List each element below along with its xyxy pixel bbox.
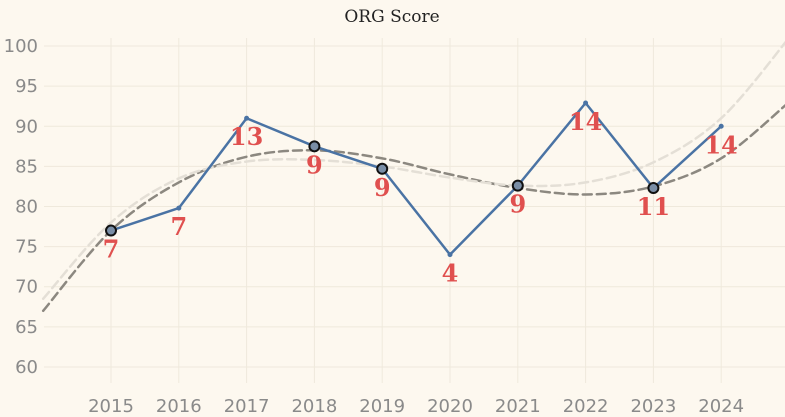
- data-label-2016: 7: [170, 212, 187, 241]
- data-label-2020: 4: [442, 259, 459, 288]
- series-layer: [105, 100, 724, 258]
- series-line-0: [110, 101, 723, 256]
- y-tick-label-60: 60: [15, 357, 38, 378]
- y-tick-label-100: 100: [4, 36, 38, 57]
- x-tick-label-2016: 2016: [156, 396, 202, 417]
- data-label-2022: 14: [569, 107, 602, 136]
- x-tick-label-2021: 2021: [495, 396, 541, 417]
- grid-layer: [44, 38, 785, 383]
- data-label-2015: 7: [103, 235, 120, 264]
- data-label-2017: 13: [230, 122, 263, 151]
- data-label-2019: 9: [374, 173, 391, 202]
- data-point-2020[interactable]: [447, 252, 453, 258]
- data-point-2015[interactable]: [105, 224, 117, 237]
- data-point-2017[interactable]: [244, 115, 250, 121]
- trend-line-trend-light: [41, 40, 785, 301]
- data-point-2016[interactable]: [176, 205, 182, 211]
- y-tick-label-70: 70: [15, 277, 38, 298]
- y-tick-label-75: 75: [15, 237, 38, 258]
- data-label-2021: 9: [509, 190, 526, 219]
- data-point-2018[interactable]: [308, 140, 321, 153]
- y-tick-label-80: 80: [15, 196, 38, 217]
- y-tick-label-85: 85: [15, 156, 38, 177]
- trend-layer: [41, 40, 785, 313]
- data-label-layer: 7 7 13 9 9 4 9 14 11 14: [103, 107, 738, 288]
- data-label-2023: 11: [637, 192, 670, 221]
- x-tick-label-2020: 2020: [427, 396, 473, 417]
- data-point-2022[interactable]: [583, 100, 589, 106]
- x-tick-label-2022: 2022: [563, 396, 609, 417]
- x-tick-label-2017: 2017: [224, 396, 270, 417]
- x-tick-label-2015: 2015: [88, 396, 134, 417]
- data-point-2019[interactable]: [376, 162, 389, 175]
- y-tick-label-95: 95: [15, 76, 38, 97]
- x-tick-label-2018: 2018: [291, 396, 337, 417]
- data-label-2024: 14: [704, 130, 737, 159]
- y-tick-label-65: 65: [15, 317, 38, 338]
- x-tick-label-2019: 2019: [359, 396, 405, 417]
- data-point-2024[interactable]: [718, 123, 724, 129]
- chart-title: ORG Score: [344, 7, 439, 27]
- x-tick-label-2024: 2024: [698, 396, 744, 417]
- x-tick-label-2023: 2023: [630, 396, 676, 417]
- data-point-2023[interactable]: [647, 182, 660, 195]
- y-tick-label-90: 90: [15, 116, 38, 137]
- data-point-2021[interactable]: [511, 179, 524, 192]
- data-label-2018: 9: [306, 150, 323, 179]
- axis-layer: 60 65 70 75 80 85 90 95 100 2015 2016 2017 2018 2019 2…: [4, 36, 744, 417]
- trend-line-trend-dark: [41, 103, 785, 313]
